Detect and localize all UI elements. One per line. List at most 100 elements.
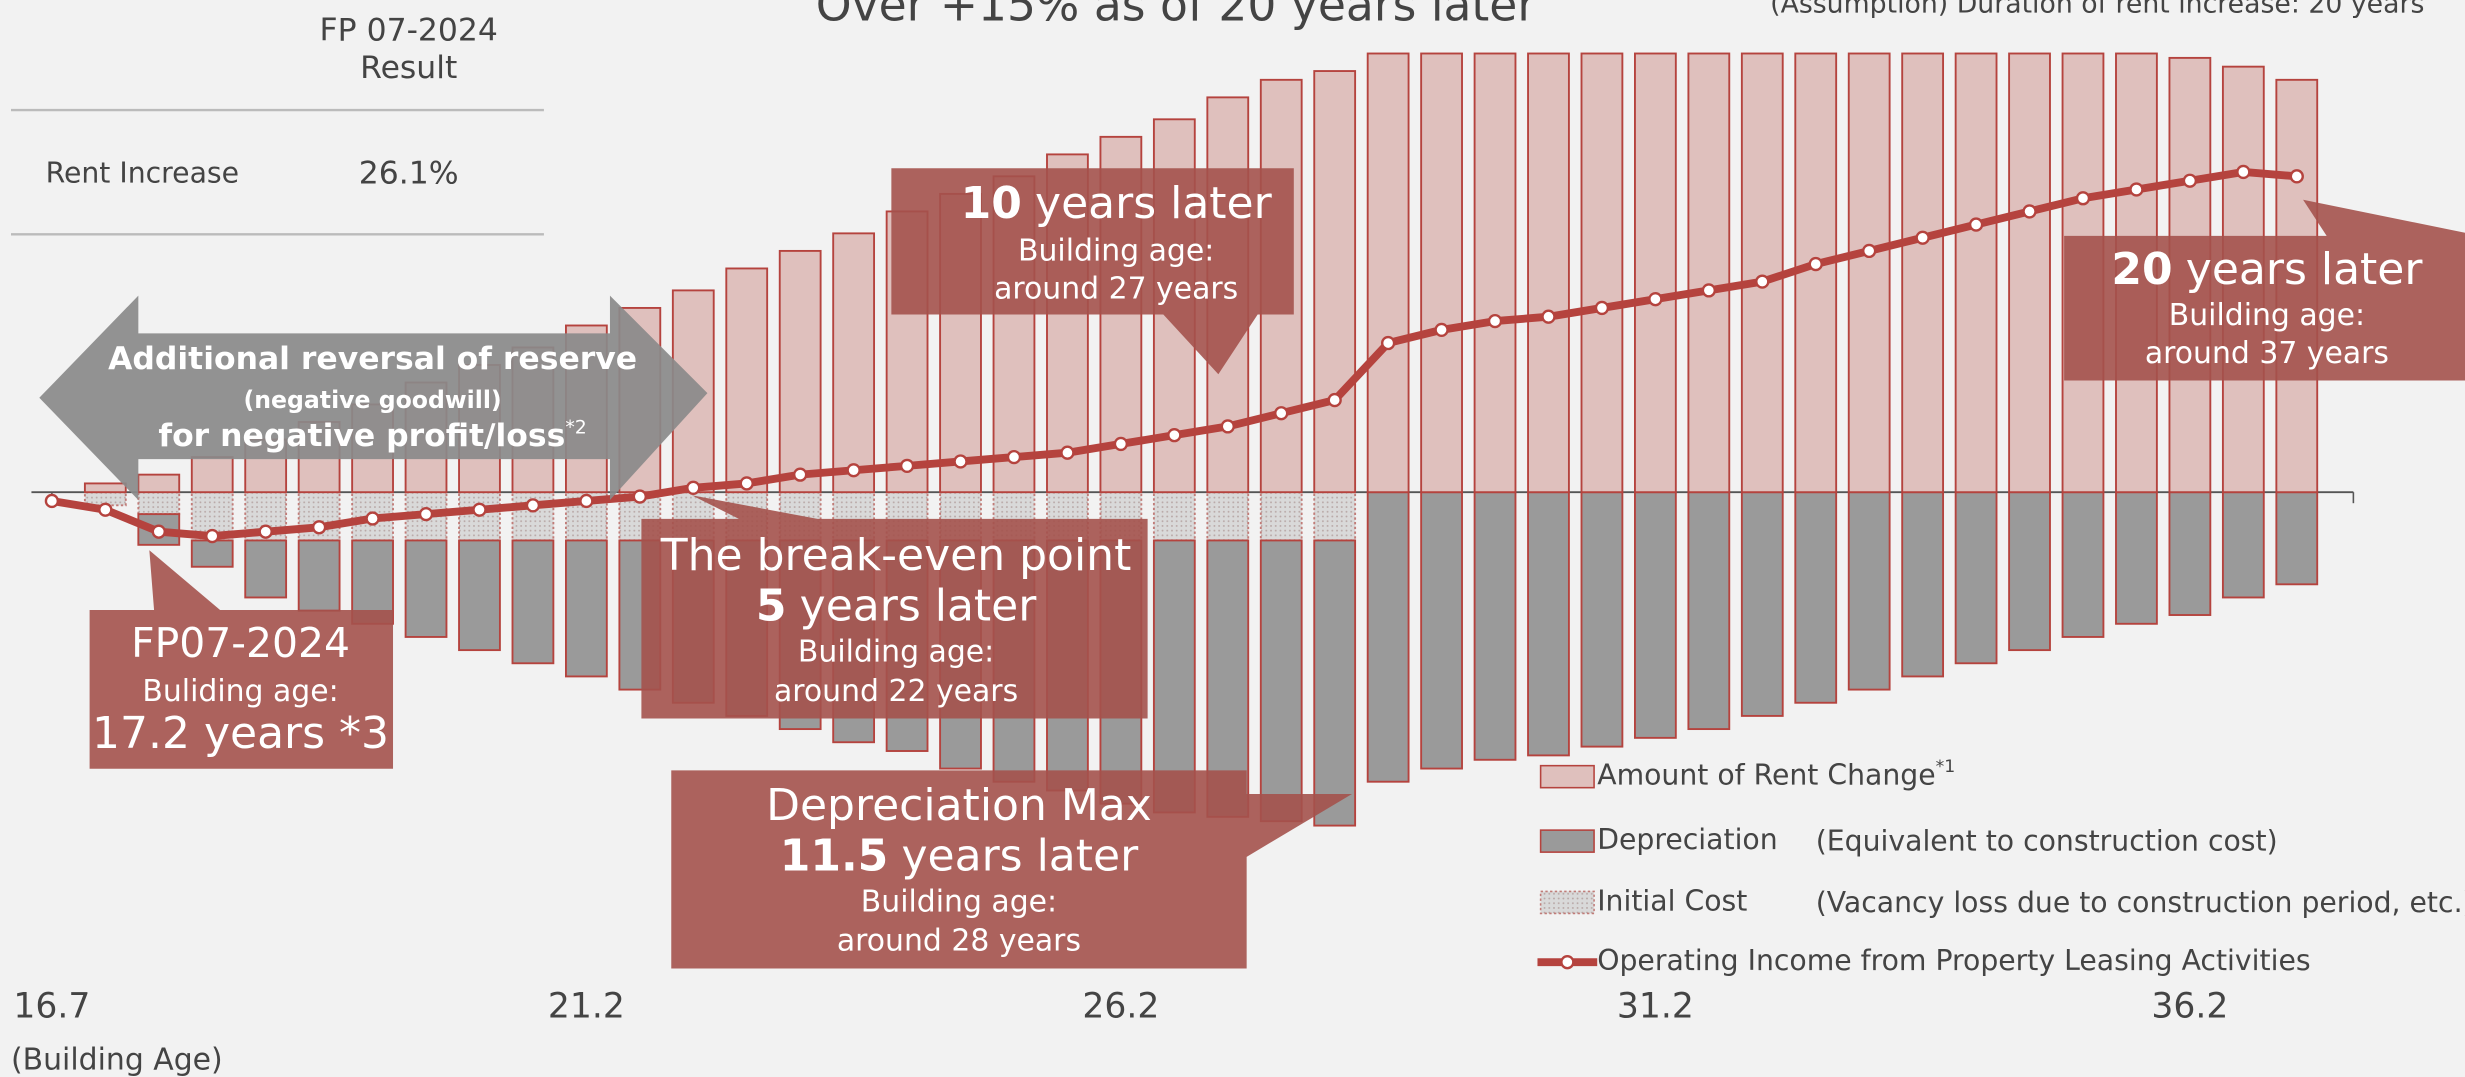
text-run: Buliding age: bbox=[142, 673, 338, 708]
bar bbox=[137, 473, 181, 494]
line-marker bbox=[2075, 191, 2091, 206]
bar bbox=[1901, 52, 1945, 494]
callout bbox=[89, 550, 394, 769]
x-tick-label: 31.2 bbox=[1617, 986, 1694, 1026]
bar bbox=[1954, 52, 1998, 494]
legend-label: Operating Income from Property Leasing A… bbox=[1597, 944, 2310, 977]
bar bbox=[1152, 491, 1196, 542]
table-cell: Rent Increase bbox=[46, 157, 239, 190]
annotation-text: Additional reversal of reserve bbox=[108, 341, 637, 377]
annotation-text: FP07-2024 bbox=[131, 619, 350, 667]
annotation-text: Buliding age: bbox=[142, 673, 338, 708]
line-marker bbox=[2022, 204, 2037, 219]
legend-description: (Vacancy loss due to construction period… bbox=[1816, 886, 2465, 919]
legend-swatch bbox=[1539, 764, 1595, 789]
annotation-text: around 27 years bbox=[994, 271, 1238, 306]
line-marker bbox=[1594, 300, 1610, 316]
bar bbox=[1794, 491, 1838, 704]
bar bbox=[404, 539, 448, 638]
bar bbox=[511, 539, 555, 665]
bar bbox=[1687, 52, 1731, 494]
annotation-text: Building age: bbox=[1018, 233, 1214, 268]
text-run: 20 bbox=[2111, 244, 2172, 295]
line-marker bbox=[2236, 164, 2251, 180]
line-marker bbox=[525, 498, 541, 513]
x-axis-label: (Building Age) bbox=[11, 1043, 223, 1077]
x-tick-label: 21.2 bbox=[548, 986, 625, 1026]
line-marker bbox=[1167, 428, 1182, 443]
bar bbox=[1313, 539, 1357, 827]
bar bbox=[2221, 491, 2265, 599]
annotation-text: Building age: bbox=[798, 634, 994, 669]
line-marker bbox=[472, 502, 487, 517]
bar bbox=[1313, 70, 1357, 494]
line-marker bbox=[205, 528, 220, 544]
legend-swatch bbox=[1539, 890, 1595, 915]
bar bbox=[190, 539, 234, 568]
text-run: around 22 years bbox=[774, 673, 1018, 708]
text-run: years later bbox=[800, 580, 1038, 631]
annotation-text: around 22 years bbox=[774, 673, 1018, 708]
bar bbox=[1580, 491, 1624, 748]
bar bbox=[1794, 52, 1838, 494]
bar bbox=[725, 267, 769, 494]
line-marker bbox=[899, 458, 915, 474]
line-marker bbox=[1915, 230, 1930, 245]
bar bbox=[1634, 52, 1677, 494]
line-marker bbox=[793, 467, 808, 482]
legend-label: Initial Cost bbox=[1597, 884, 1747, 917]
text-run: FP07-2024 bbox=[131, 619, 350, 667]
line-marker bbox=[1701, 283, 1716, 298]
line-marker bbox=[739, 476, 754, 491]
annotation-text: 20 years later bbox=[2111, 244, 2423, 295]
annotation-text: around 37 years bbox=[2145, 335, 2389, 370]
text-run: Depreciation Max bbox=[766, 780, 1152, 831]
bar bbox=[2115, 491, 2158, 625]
callout bbox=[39, 295, 708, 500]
text-run: Amount of Rent Change bbox=[1597, 759, 1935, 792]
x-tick-label: 26.2 bbox=[1082, 986, 1159, 1026]
callout bbox=[891, 168, 1294, 375]
callout bbox=[641, 495, 1148, 719]
text-run: Additional reversal of reserve bbox=[108, 341, 637, 377]
text-run: years later bbox=[1035, 178, 1273, 229]
line-marker bbox=[1380, 335, 1396, 351]
annotation-text: Building age: bbox=[2169, 298, 2365, 333]
text-run: Building age: bbox=[1018, 233, 1214, 268]
bar bbox=[1687, 491, 1731, 731]
text-run: around 37 years bbox=[2145, 335, 2389, 370]
table-header: Result bbox=[360, 50, 457, 86]
bar bbox=[2008, 491, 2051, 652]
bar bbox=[1527, 491, 1570, 757]
callout bbox=[2064, 199, 2465, 381]
bar bbox=[1152, 539, 1196, 814]
line-marker bbox=[1968, 217, 1984, 232]
bar bbox=[2275, 491, 2319, 586]
bar bbox=[832, 232, 876, 494]
text-run: Operating Income from Property Leasing A… bbox=[1597, 944, 2310, 977]
bar bbox=[1420, 491, 1463, 770]
line-marker bbox=[686, 480, 701, 495]
line-marker bbox=[1862, 243, 1877, 259]
text-run: for negative profit/loss bbox=[158, 418, 565, 454]
text-run: Initial Cost bbox=[1597, 884, 1747, 917]
text-run: 10 bbox=[961, 178, 1022, 229]
line-marker bbox=[418, 506, 434, 522]
annotation-text: 11.5 years later bbox=[780, 830, 1139, 881]
line-marker bbox=[953, 454, 968, 469]
bar bbox=[1634, 491, 1677, 739]
annotation-text: 17.2 years *3 bbox=[92, 708, 389, 759]
bar bbox=[83, 482, 127, 494]
line-marker bbox=[1487, 313, 1503, 329]
bar bbox=[1847, 491, 1891, 691]
annotation-text: 10 years later bbox=[961, 178, 1273, 229]
line-marker bbox=[2182, 173, 2198, 188]
bar bbox=[458, 539, 501, 652]
bar bbox=[2168, 491, 2212, 616]
line-marker bbox=[1113, 436, 1129, 452]
line-marker bbox=[98, 502, 113, 517]
x-tick-label: 36.2 bbox=[2151, 986, 2228, 1026]
text-run: 11.5 bbox=[780, 830, 889, 881]
bar bbox=[137, 491, 181, 516]
